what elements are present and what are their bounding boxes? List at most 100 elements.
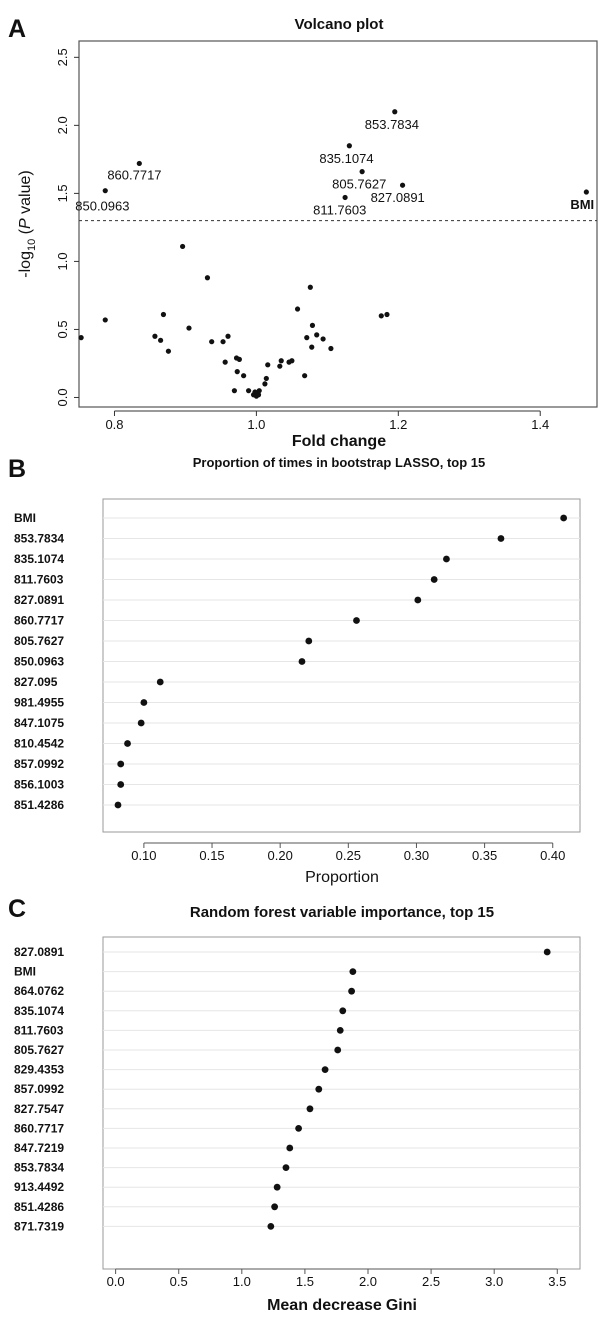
volcano-point	[236, 356, 242, 362]
volcano-y-tick-label: 1.0	[55, 252, 70, 270]
category-label: 853.7834	[14, 532, 64, 546]
x-tick-label: 3.5	[548, 1274, 566, 1289]
x-tick-label: 2.5	[422, 1274, 440, 1289]
volcano-point	[294, 306, 301, 312]
data-point	[273, 1183, 281, 1191]
category-label: 857.0992	[14, 757, 64, 771]
random-forest-x-axis-title: Mean decrease Gini	[267, 1297, 417, 1314]
lasso-x-axis: 0.10 0.15 0.20 0.25 0.30 0.35 0.40	[131, 842, 565, 863]
category-label: 811.7603	[14, 573, 64, 587]
panel-letter-b: B	[8, 455, 26, 483]
data-point	[315, 1085, 323, 1093]
volcano-y-tick-label: 0.5	[55, 320, 70, 338]
volcano-point	[277, 363, 283, 369]
data-point	[349, 968, 357, 975]
x-tick-label: 0.30	[404, 848, 429, 863]
data-point	[140, 699, 148, 706]
lasso-category-labels: BMI 853.7834 835.1074 811.7603 827.0891 860.7…	[14, 511, 64, 812]
volcano-plot-panel: A Volcano plot 0.0 0.5 1.0 1.5 2.0 2.5 0.8 1.0…	[8, 15, 598, 450]
volcano-point	[225, 333, 231, 339]
volcano-point	[262, 381, 268, 387]
data-point	[117, 781, 125, 788]
category-label: 827.7547	[14, 1102, 64, 1116]
lasso-x-axis-title: Proportion	[305, 869, 379, 886]
x-tick-label: 2.0	[359, 1274, 377, 1289]
data-point	[156, 678, 164, 686]
volcano-point	[309, 344, 315, 350]
data-point	[305, 637, 313, 645]
data-point	[321, 1066, 329, 1073]
data-point	[339, 1007, 347, 1015]
volcano-plot-frame	[78, 40, 598, 408]
category-label: 851.4286	[14, 1200, 64, 1214]
lasso-bootstrap-panel: B Proportion of times in bootstrap LASSO…	[8, 455, 581, 886]
random-forest-category-labels: 827.0891 BMI 864.0762 835.1074 811.7603 805.7…	[14, 945, 64, 1233]
x-tick-label: 0.40	[540, 848, 565, 863]
volcano-point	[314, 332, 320, 338]
data-point	[271, 1203, 279, 1211]
x-tick-label: 1.5	[296, 1274, 314, 1289]
category-label: 850.0963	[14, 655, 64, 669]
data-point	[282, 1164, 290, 1171]
volcano-x-tick-label: 1.4	[531, 417, 549, 432]
volcano-point	[320, 336, 326, 342]
volcano-point	[245, 388, 252, 394]
volcano-point-label: 853.7834	[365, 117, 419, 132]
x-tick-label: 0.20	[268, 848, 293, 863]
random-forest-plot-title: Random forest variable importance, top 1…	[190, 904, 494, 921]
data-point	[286, 1144, 294, 1152]
category-label: 827.095	[14, 675, 58, 689]
volcano-point	[234, 369, 240, 375]
data-point	[560, 514, 568, 522]
category-label: 871.7319	[14, 1219, 64, 1233]
data-point	[543, 948, 551, 956]
volcano-labeled-points: 860.7717 850.0963 853.7834 835.1074 805.7627…	[75, 109, 594, 217]
x-tick-label: 0.35	[472, 848, 497, 863]
volcano-point	[304, 335, 310, 341]
volcano-point	[220, 339, 226, 345]
volcano-point	[309, 322, 316, 328]
volcano-point-label: 835.1074	[319, 151, 373, 166]
x-tick-label: 0.0	[107, 1274, 125, 1289]
category-label: 853.7834	[14, 1161, 64, 1175]
volcano-x-tick-label: 1.0	[247, 417, 265, 432]
data-point	[334, 1046, 342, 1054]
volcano-significant-point	[399, 182, 406, 188]
volcano-point-label: 860.7717	[107, 167, 161, 182]
x-tick-label: 0.5	[170, 1274, 188, 1289]
category-label: 847.1075	[14, 716, 64, 730]
volcano-point	[152, 333, 158, 339]
volcano-point	[252, 389, 258, 395]
category-label: 913.4492	[14, 1180, 64, 1194]
volcano-point-label: 827.0891	[371, 190, 425, 205]
volcano-plot-title: Volcano plot	[295, 16, 384, 33]
lasso-plot-title: Proportion of times in bootstrap LASSO, …	[193, 455, 486, 470]
volcano-point-label: BMI	[570, 197, 594, 212]
volcano-point	[307, 284, 313, 290]
category-label: BMI	[14, 965, 36, 979]
volcano-point	[186, 325, 192, 331]
data-point	[295, 1125, 302, 1132]
volcano-x-axis: 0.8 1.0 1.2 1.4	[105, 410, 549, 432]
volcano-point	[222, 359, 228, 365]
volcano-significant-point	[342, 194, 348, 201]
data-point	[348, 987, 355, 995]
category-label: 851.4286	[14, 798, 64, 812]
volcano-point	[209, 339, 215, 345]
lasso-plot-frame	[102, 498, 581, 833]
volcano-point	[165, 348, 172, 354]
volcano-point	[328, 345, 334, 352]
volcano-y-tick-label: 1.5	[55, 184, 70, 202]
volcano-y-axis-title: -log10 (P value)	[17, 170, 38, 277]
category-label: 810.4542	[14, 737, 64, 751]
volcano-point	[241, 373, 247, 379]
data-point	[137, 719, 145, 727]
volcano-point	[160, 311, 167, 318]
volcano-point	[256, 388, 262, 394]
volcano-x-tick-label: 0.8	[105, 417, 123, 432]
volcano-x-axis-title: Fold change	[292, 433, 386, 450]
category-label: 811.7603	[14, 1023, 64, 1037]
data-point	[336, 1027, 344, 1034]
category-label: 835.1074	[14, 1004, 64, 1018]
category-label: 829.4353	[14, 1063, 64, 1077]
